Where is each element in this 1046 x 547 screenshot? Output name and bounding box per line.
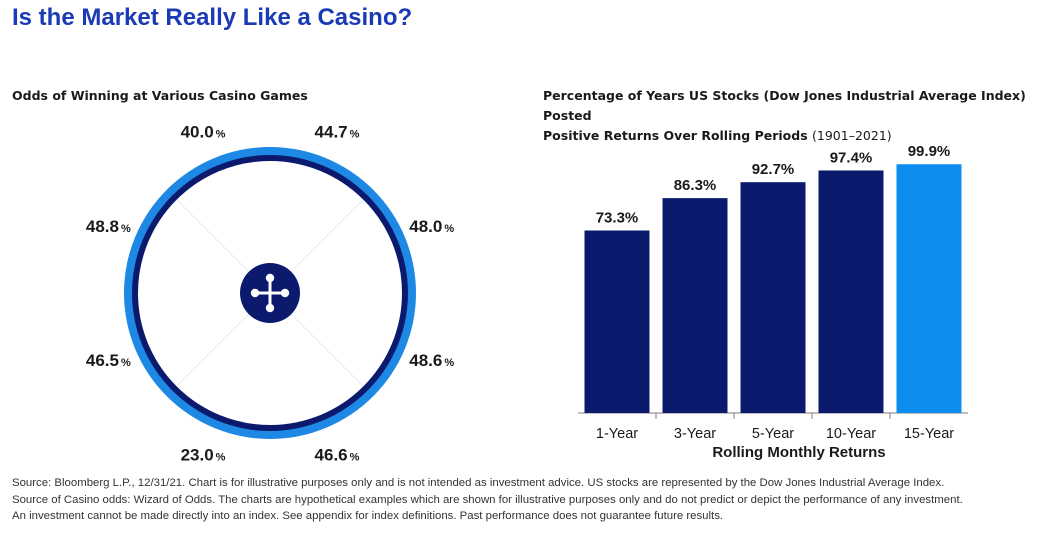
wheel-value-label: 48.6% — [409, 351, 454, 370]
wheel-slot — [218, 161, 270, 266]
right-panel-title: Percentage of Years US Stocks (Dow Jones… — [543, 86, 1046, 146]
bar-value-label: 92.7% — [752, 161, 795, 178]
wheel-slot — [270, 320, 322, 425]
bar-15-year — [896, 164, 962, 413]
wheel-value-label: 23.0% — [181, 446, 226, 465]
wheel-value-label: 44.7% — [315, 122, 360, 141]
wheel-value-label: 46.6% — [315, 446, 360, 465]
x-tick-label: 3-Year — [674, 426, 716, 442]
bar-value-label: 86.3% — [674, 177, 717, 194]
bar-10-year — [818, 170, 884, 413]
bar-value-label: 73.3% — [596, 209, 639, 226]
wheel-slot — [297, 241, 402, 293]
wheel-slot — [147, 199, 249, 282]
wheel-slot — [297, 293, 402, 345]
positive-returns-bar-chart: Rolling Monthly Returns 73.3% 1-Year 86.3%… — [578, 143, 968, 461]
bar-1-year — [584, 230, 650, 413]
x-tick-label: 10-Year — [826, 426, 876, 442]
x-tick-label: 15-Year — [904, 426, 954, 442]
right-panel-title-line2: Positive Returns Over Rolling Periods (1… — [543, 126, 1046, 146]
footnote-line1: Source: Bloomberg L.P., 12/31/21. Chart … — [12, 477, 945, 489]
wheel-slot — [281, 170, 364, 272]
wheel-slot — [218, 320, 270, 425]
x-tick-label: 5-Year — [752, 426, 794, 442]
bar-value-label: 97.4% — [830, 149, 873, 166]
wheel-value-label: 48.0% — [409, 217, 454, 236]
right-panel-title-line1: Percentage of Years US Stocks (Dow Jones… — [543, 88, 1026, 123]
bar-value-label: 99.9% — [908, 143, 951, 160]
wheel-value-label: 48.8% — [86, 217, 131, 236]
wheel-slot — [176, 170, 259, 272]
wheel-slot — [138, 293, 243, 345]
wheel-slot — [138, 241, 243, 293]
footnote-line3: An investment cannot be made directly in… — [12, 510, 724, 522]
left-panel-title: Odds of Winning at Various Casino Games — [12, 88, 308, 103]
right-panel-title-main: Positive Returns Over Rolling Periods — [543, 128, 808, 143]
bar-3-year — [662, 198, 728, 413]
bar-5-year — [740, 182, 806, 413]
footnote-line2: Source of Casino odds: Wizard of Odds. T… — [12, 493, 963, 506]
footnote: Source: Bloomberg L.P., 12/31/21. Chart … — [12, 475, 1042, 525]
wheel-value-label: 46.5% — [86, 351, 131, 370]
wheel-slot — [176, 314, 259, 416]
page-title: Is the Market Really Like a Casino? — [12, 4, 413, 31]
wheel-slot — [281, 314, 364, 416]
wheel-slot — [147, 304, 249, 387]
wheel-value-label: 40.0% — [181, 122, 226, 141]
right-panel-title-period: (1901–2021) — [812, 128, 892, 143]
wheel-slot — [270, 161, 322, 266]
wheel-slot — [291, 304, 393, 387]
wheel-slot — [291, 199, 393, 282]
cross-diamond-icon — [250, 273, 290, 313]
x-tick-label: 1-Year — [596, 426, 638, 442]
x-axis-title: Rolling Monthly Returns — [712, 444, 885, 461]
